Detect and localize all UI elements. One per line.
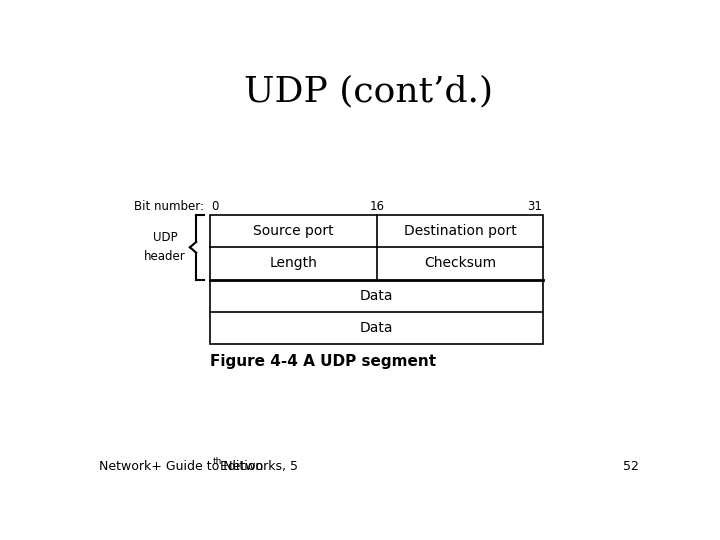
Text: 0: 0: [212, 200, 219, 213]
Bar: [210, 215, 544, 345]
Text: Destination port: Destination port: [404, 224, 516, 238]
Text: UDP: UDP: [153, 231, 178, 244]
Text: 31: 31: [527, 200, 542, 213]
Text: Bit number:: Bit number:: [134, 200, 204, 213]
Text: Checksum: Checksum: [424, 256, 496, 271]
Text: Data: Data: [360, 321, 394, 335]
Text: 16: 16: [369, 200, 384, 213]
Text: UDP (cont’d.): UDP (cont’d.): [244, 75, 494, 109]
Text: th: th: [212, 457, 222, 465]
Text: Edition: Edition: [216, 460, 264, 473]
Text: 52: 52: [623, 460, 639, 473]
Text: Length: Length: [269, 256, 318, 271]
Text: header: header: [144, 251, 186, 264]
Text: Network+ Guide to Networks, 5: Network+ Guide to Networks, 5: [99, 460, 298, 473]
Text: Figure 4-4 A UDP segment: Figure 4-4 A UDP segment: [210, 354, 436, 369]
Text: Source port: Source port: [253, 224, 334, 238]
Text: Data: Data: [360, 289, 394, 303]
